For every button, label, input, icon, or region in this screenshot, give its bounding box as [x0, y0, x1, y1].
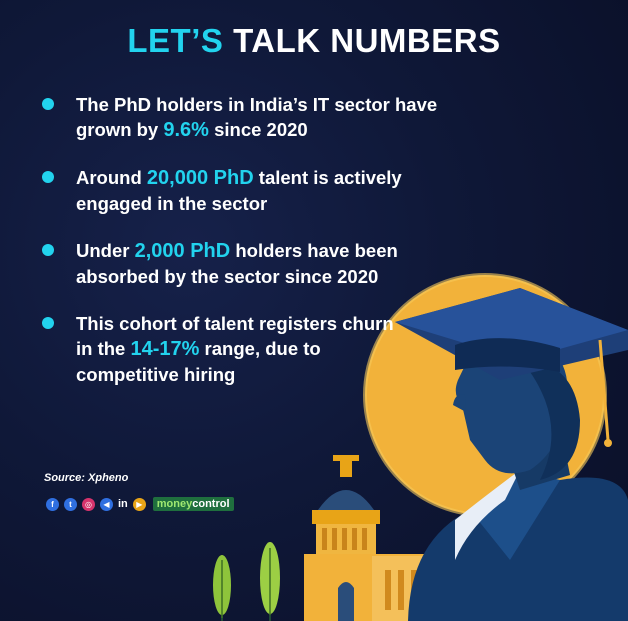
bullet-highlight: 20,000 PhD	[146, 167, 254, 189]
bullet-text-post: holders have been absorbed by the sector…	[76, 240, 398, 287]
instagram-icon[interactable]: ◎	[82, 497, 95, 511]
linkedin-icon[interactable]: in	[118, 498, 128, 510]
moneycontrol-logo[interactable]: moneycontrol	[152, 497, 234, 511]
logo-part-money: money	[156, 498, 193, 510]
bullet-icon	[42, 171, 54, 183]
title-rest: TALK NUMBERS	[233, 22, 501, 59]
bullet-list: The PhD holders in India’s IT sector hav…	[42, 92, 482, 409]
list-item: This cohort of talent registers churn in…	[42, 311, 406, 387]
tree-icon	[213, 542, 280, 621]
title-accent: LET’S	[127, 22, 224, 59]
bullet-highlight: 9.6%	[163, 119, 209, 141]
twitter-icon[interactable]: t	[64, 497, 77, 511]
youtube-icon[interactable]: ▶	[132, 497, 146, 511]
bullet-text-post: range, due to competitive hiring	[76, 338, 321, 385]
bullet-highlight: 14-17%	[130, 338, 200, 360]
bullet-icon	[42, 98, 54, 110]
list-item: Around 20,000 PhD talent is actively eng…	[42, 165, 456, 216]
graduate-figure	[395, 288, 628, 621]
bullet-text-pre: Around	[76, 167, 147, 188]
bullet-text-post: since 2020	[208, 119, 308, 140]
list-item: Under 2,000 PhD holders have been absorb…	[42, 238, 476, 289]
bullet-text-pre: The PhD holders in India’s IT sector hav…	[76, 94, 438, 140]
bullet-icon	[42, 244, 54, 256]
bullet-text-pre: This cohort of talent registers churn in…	[76, 313, 394, 359]
source-text: Source: Xpheno	[44, 472, 129, 484]
page-title: LET’S TALK NUMBERS	[0, 22, 628, 60]
bullet-icon	[42, 317, 54, 329]
bullet-text-pre: Under	[76, 240, 135, 261]
bullet-highlight: 2,000 PhD	[134, 240, 231, 262]
telegram-icon[interactable]: ◀	[100, 497, 113, 511]
bullet-text-post: talent is actively engaged in the sector	[76, 167, 402, 214]
logo-part-control: control	[192, 498, 230, 510]
social-links: f t ◎ ◀ in ▶ moneycontrol	[46, 497, 234, 511]
facebook-icon[interactable]: f	[46, 497, 59, 511]
list-item: The PhD holders in India’s IT sector hav…	[42, 92, 496, 143]
